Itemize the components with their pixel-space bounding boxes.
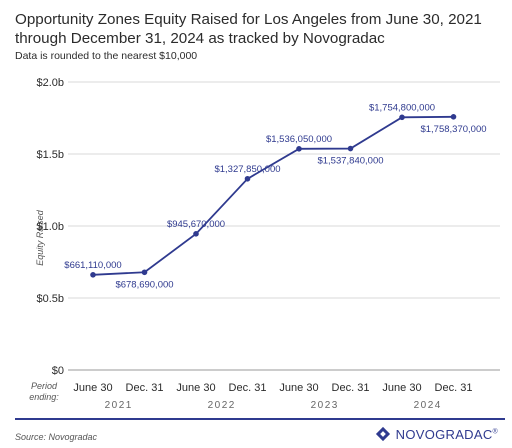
footer-divider bbox=[15, 418, 505, 420]
data-label: $945,670,000 bbox=[167, 219, 225, 230]
source-note: Source: Novogradac bbox=[15, 432, 98, 442]
data-point bbox=[296, 146, 302, 152]
data-point bbox=[244, 175, 251, 182]
data-point bbox=[141, 269, 148, 276]
year-label: 2024 bbox=[414, 400, 442, 411]
data-label: $1,536,050,000 bbox=[266, 134, 332, 145]
x-axis-prefix-line1: Period bbox=[31, 381, 58, 391]
logo-wordmark: NOVOGRADAC® bbox=[395, 426, 498, 442]
x-tick-label: June 30 bbox=[382, 382, 421, 394]
y-tick-label: $2.0b bbox=[36, 77, 64, 89]
year-label: 2022 bbox=[208, 400, 236, 411]
data-label: $678,690,000 bbox=[115, 279, 173, 290]
data-point bbox=[347, 145, 354, 152]
data-label: $1,754,800,000 bbox=[369, 102, 435, 113]
series-line bbox=[92, 115, 454, 276]
y-tick-label: $0 bbox=[52, 365, 64, 377]
chart-title: Opportunity Zones Equity Raised for Los … bbox=[15, 11, 482, 47]
year-label: 2021 bbox=[105, 400, 133, 411]
x-tick-label: June 30 bbox=[176, 382, 215, 394]
novogradac-mark-icon bbox=[375, 426, 390, 442]
x-tick-label: Dec. 31 bbox=[126, 382, 164, 394]
x-axis-prefix-line2: ending: bbox=[29, 392, 59, 402]
x-tick-label: June 30 bbox=[279, 382, 318, 394]
data-point bbox=[450, 113, 457, 120]
novogradac-logo: NOVOGRADAC® bbox=[375, 426, 498, 442]
data-label: $1,758,370,000 bbox=[420, 124, 486, 135]
year-label: 2023 bbox=[311, 400, 339, 411]
data-label: $1,537,840,000 bbox=[317, 156, 383, 167]
data-label: $661,110,000 bbox=[64, 260, 121, 271]
data-point bbox=[90, 272, 96, 278]
y-tick-label: $1.5b bbox=[36, 149, 64, 161]
y-tick-label: $1.0b bbox=[36, 221, 64, 233]
data-label: $1,327,850,000 bbox=[214, 164, 280, 175]
x-tick-label: Dec. 31 bbox=[435, 382, 473, 394]
chart-subtitle: Data is rounded to the nearest $10,000 bbox=[15, 50, 198, 62]
x-tick-label: Dec. 31 bbox=[229, 382, 267, 394]
y-tick-label: $0.5b bbox=[36, 293, 64, 305]
x-tick-label: Dec. 31 bbox=[332, 382, 370, 394]
x-tick-label: June 30 bbox=[73, 382, 112, 394]
data-point bbox=[193, 231, 199, 237]
data-point bbox=[399, 114, 405, 121]
